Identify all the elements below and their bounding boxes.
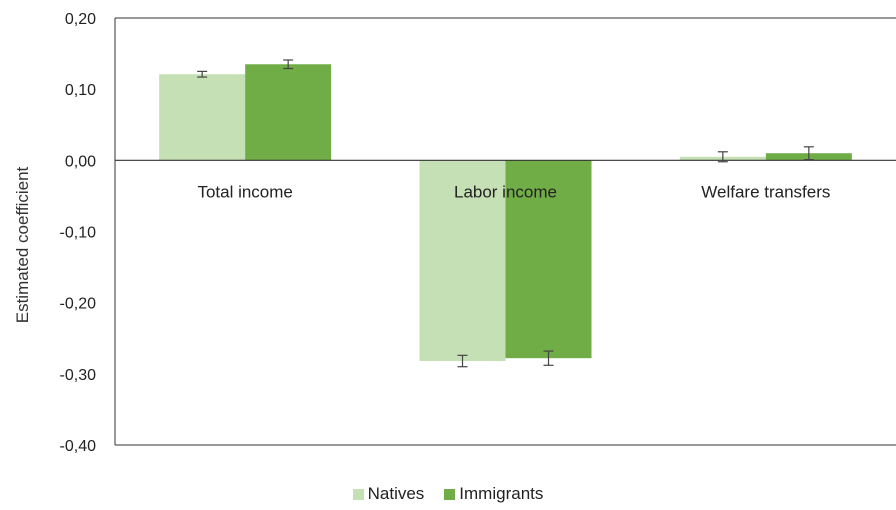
bar-natives-0 [159, 74, 246, 161]
legend-swatch-immigrants [444, 488, 456, 500]
bar-immigrants-1 [505, 160, 592, 359]
y-axis-title: Estimated coefficient [13, 166, 32, 323]
category-label: Labor income [454, 182, 557, 201]
category-label: Total income [197, 182, 292, 201]
category-label: Welfare transfers [701, 182, 830, 201]
y-tick-label: -0,40 [60, 438, 97, 455]
legend-label-immigrants: Immigrants [459, 484, 544, 503]
y-axis: 0,20 0,10 0,00 -0,10 -0,20 -0,30 -0,40 [60, 11, 97, 455]
chart-canvas: 0,20 0,10 0,00 -0,10 -0,20 -0,30 -0,40 Total i… [13, 11, 896, 455]
legend-label-natives: Natives [367, 484, 425, 503]
y-tick-label: 0,20 [65, 11, 96, 28]
plot-frame [114, 17, 896, 446]
y-tick-label: 0,10 [65, 82, 96, 99]
legend-swatch-natives [352, 488, 364, 500]
y-tick-label: -0,20 [60, 296, 97, 313]
y-tick-label: 0,00 [65, 153, 96, 170]
y-tick-label: -0,30 [60, 367, 97, 384]
category-labels: Total income Labor income Welfare transfer… [197, 182, 830, 201]
bar-natives-1 [419, 160, 506, 362]
bars [159, 64, 852, 362]
y-tick-label: -0,10 [60, 225, 97, 242]
error-bars [197, 59, 814, 368]
legend-item-natives: Natives [352, 484, 425, 504]
legend-item-immigrants: Immigrants [444, 484, 543, 504]
bar-immigrants-0 [245, 64, 332, 161]
legend: Natives Immigrants [0, 484, 896, 504]
